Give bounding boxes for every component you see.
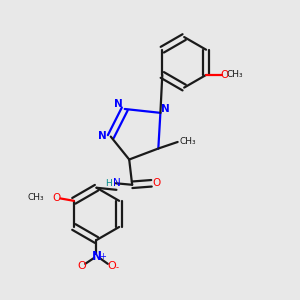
- Text: O: O: [153, 178, 161, 188]
- Text: -: -: [116, 263, 119, 272]
- Text: O: O: [77, 261, 86, 271]
- Text: CH₃: CH₃: [28, 194, 44, 202]
- Text: O: O: [52, 193, 60, 203]
- Text: CH₃: CH₃: [180, 137, 196, 146]
- Text: N: N: [112, 178, 120, 188]
- Text: N: N: [161, 104, 170, 114]
- Text: N: N: [98, 131, 107, 141]
- Text: N: N: [92, 250, 102, 263]
- Text: +: +: [99, 252, 106, 261]
- Text: O: O: [107, 261, 116, 271]
- Text: CH₃: CH₃: [226, 70, 243, 80]
- Text: H: H: [105, 179, 112, 188]
- Text: N: N: [114, 99, 123, 109]
- Text: O: O: [220, 70, 229, 80]
